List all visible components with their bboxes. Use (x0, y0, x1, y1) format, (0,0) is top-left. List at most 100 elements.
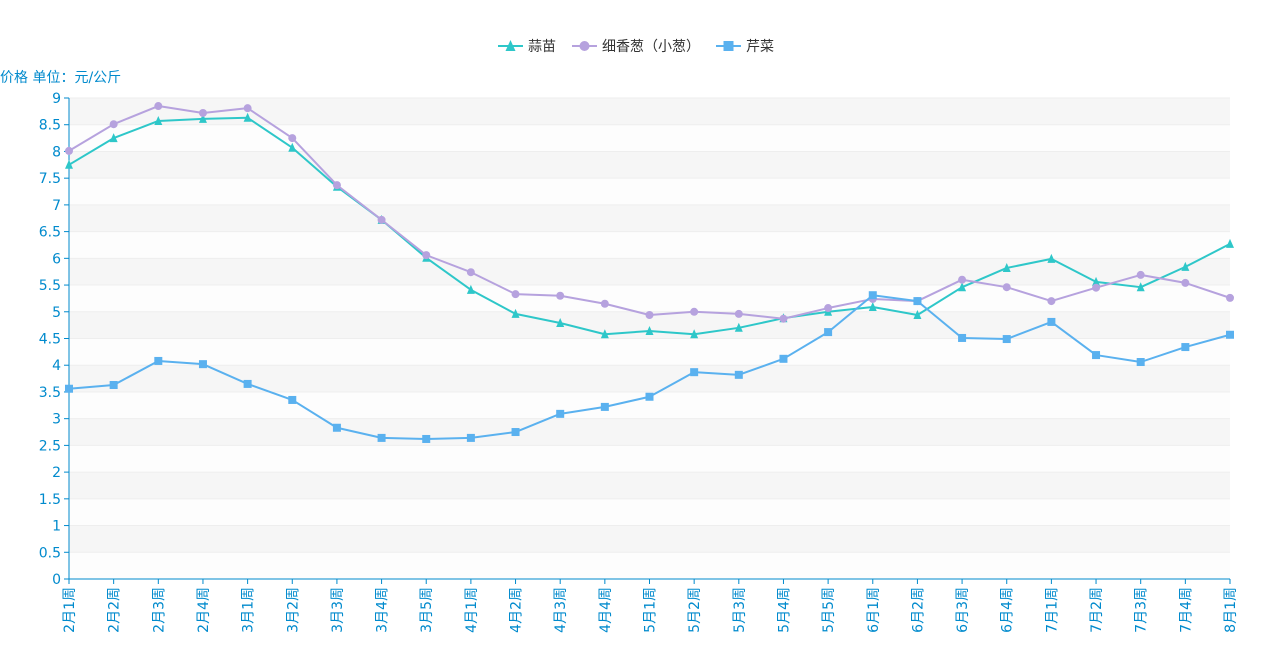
y-tick-label: 3 (52, 412, 61, 428)
circle-marker (824, 304, 833, 313)
y-tick-label: 6.5 (39, 225, 61, 241)
triangle-marker (154, 115, 163, 125)
x-tick-label: 3月1周 (241, 587, 257, 633)
circle-marker (332, 181, 341, 190)
x-tick-label: 6月2周 (910, 587, 926, 633)
y-tick-label: 5.5 (39, 278, 61, 294)
y-tick-label: 8.5 (39, 118, 61, 134)
split-area-band (69, 498, 1230, 526)
circle-marker (1181, 278, 1190, 287)
split-area-band (69, 338, 1230, 366)
x-tick-label: 3月5周 (419, 587, 435, 633)
x-tick-label: 6月1周 (866, 587, 882, 633)
split-area-band (69, 151, 1230, 179)
triangle-marker (556, 318, 565, 328)
triangle-marker (1047, 253, 1056, 263)
circle-marker (600, 299, 609, 308)
circle-marker (1047, 297, 1056, 306)
x-tick-label: 4月2周 (509, 587, 525, 633)
y-tick-label: 2 (52, 465, 61, 481)
square-marker (377, 433, 386, 442)
y-tick-label: 1.5 (39, 492, 61, 508)
x-tick-label: 2月1周 (62, 587, 78, 633)
split-area-band (69, 231, 1230, 259)
split-area-band (69, 285, 1230, 312)
square-marker (645, 392, 654, 401)
circle-marker (1136, 270, 1145, 279)
circle-marker (579, 41, 590, 51)
series-square (65, 291, 1234, 443)
split-areas (69, 98, 1230, 579)
triangle-marker (958, 282, 967, 292)
series-group (65, 102, 1234, 443)
legend-label: 细香葱（小葱） (602, 39, 700, 55)
legend-label: 蒜苗 (528, 39, 556, 55)
x-tick-label: 4月1周 (464, 587, 480, 633)
square-marker (779, 354, 788, 363)
x-tick-label: 3月2周 (285, 587, 301, 633)
split-area-band (69, 124, 1230, 152)
x-tick-label: 2月4周 (196, 587, 212, 633)
triangle-marker (645, 326, 654, 336)
circle-marker (377, 215, 386, 224)
triangle-marker (1136, 282, 1145, 292)
y-tick-label: 3.5 (39, 385, 61, 401)
square-marker (511, 428, 520, 437)
circle-marker (779, 314, 788, 323)
series-triangle (65, 112, 1234, 339)
legend-item[interactable]: 细香葱（小葱） (572, 39, 700, 55)
split-area-band (69, 365, 1230, 392)
legend[interactable]: 蒜苗 细香葱（小葱） 芹菜 (498, 39, 774, 55)
square-marker (1226, 330, 1234, 339)
circle-marker (645, 310, 654, 319)
y-tick-label: 4.5 (39, 332, 61, 348)
circle-marker (422, 251, 431, 260)
square-marker (332, 423, 341, 432)
split-area-band (69, 98, 1230, 125)
triangle-marker (65, 159, 73, 169)
split-area-band (69, 178, 1230, 205)
y-tick-label: 0 (52, 572, 61, 588)
y-tick-label: 2.5 (39, 438, 61, 454)
circle-marker (65, 146, 73, 155)
x-tick-label: 5月1周 (643, 587, 659, 633)
x-tick-label: 8月1周 (1223, 587, 1239, 633)
circle-marker (511, 290, 520, 299)
triangle-marker (913, 309, 922, 319)
circle-marker (1092, 283, 1101, 292)
square-marker (288, 395, 297, 404)
circle-marker (288, 134, 297, 143)
triangle-marker (1226, 238, 1234, 248)
x-tick-label: 2月2周 (107, 587, 123, 633)
circle-marker (958, 275, 967, 284)
circle-marker (1002, 283, 1011, 292)
axes: 0 0.5 1 1.5 2 2.5 3 3.5 4 4.5 5 5.5 6 6.5 7 7.5 8 8.5 9 2月1… (39, 91, 1239, 633)
triangle-marker (868, 301, 877, 311)
triangle-marker (600, 329, 609, 339)
x-tick-label: 7月4周 (1178, 587, 1194, 633)
split-area-band (69, 204, 1230, 232)
square-marker (65, 384, 73, 393)
series-circle (65, 102, 1234, 323)
split-area-band (69, 445, 1230, 473)
y-tick-label: 6 (52, 251, 61, 267)
x-tick-label: 4月3周 (553, 587, 569, 633)
triangle-marker (1002, 262, 1011, 272)
square-marker (1092, 351, 1101, 360)
square-marker (243, 379, 252, 388)
triangle-marker (466, 284, 475, 294)
x-tick-label: 3月3周 (330, 587, 346, 633)
y-tick-label: 1 (52, 519, 61, 535)
square-marker (600, 402, 609, 411)
triangle-marker (690, 329, 699, 339)
triangle-marker (1181, 261, 1190, 271)
square-marker (466, 433, 475, 442)
triangle-marker (109, 133, 118, 143)
legend-item[interactable]: 蒜苗 (498, 39, 556, 55)
grid-lines (69, 97, 1230, 553)
x-tick-label: 6月4周 (1000, 587, 1016, 633)
legend-item[interactable]: 芹菜 (716, 39, 774, 55)
y-tick-label: 5 (52, 305, 61, 321)
circle-marker (154, 102, 163, 111)
